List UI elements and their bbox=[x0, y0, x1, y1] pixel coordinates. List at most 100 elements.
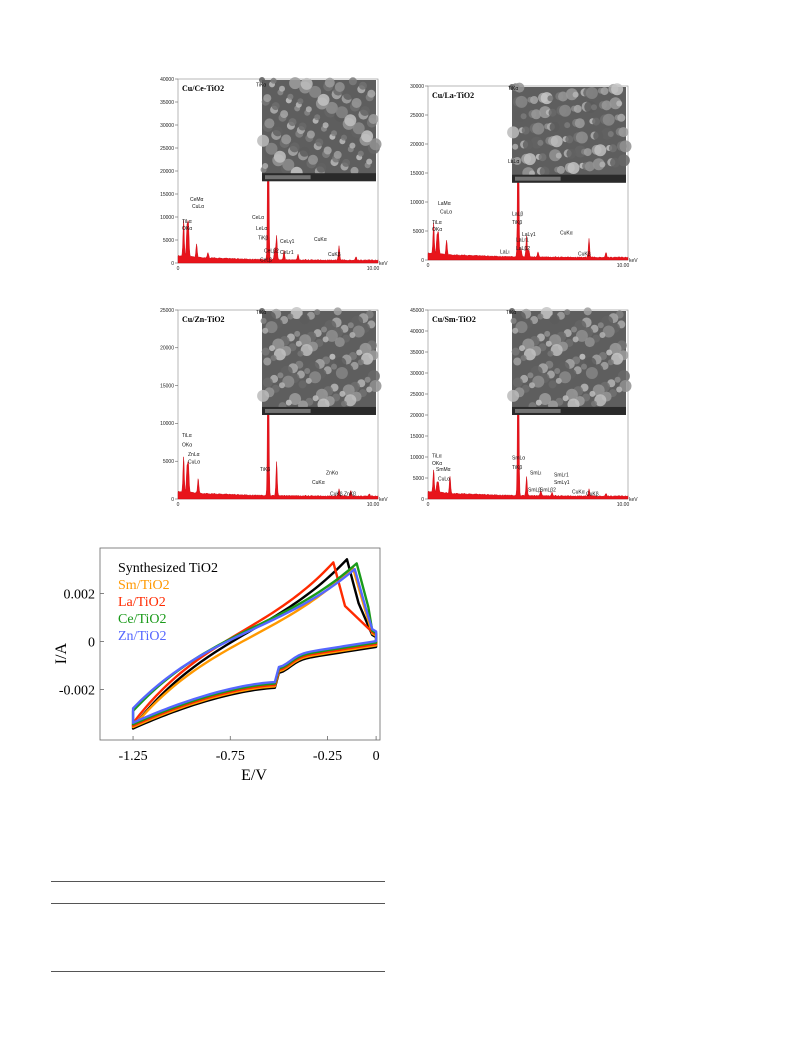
eds-y-tick-label: 20000 bbox=[410, 413, 424, 419]
eds-peak-label: SmLβ bbox=[528, 488, 541, 494]
cv-legend-entry: Ce/TiO2 bbox=[118, 612, 167, 627]
eds-peak-label: CuKβ bbox=[328, 252, 341, 258]
eds-peak-label: LaLα bbox=[508, 159, 519, 165]
eds-y-tick-label: 15000 bbox=[410, 434, 424, 440]
eds-peak-label: SmMα bbox=[436, 467, 451, 473]
eds-y-tick-label: 0 bbox=[421, 497, 424, 503]
eds-y-tick-label: 10000 bbox=[410, 200, 424, 206]
cv-legend-entry: Zn/TiO2 bbox=[118, 629, 167, 644]
eds-panel-ce: 40000 35000 30000 25000 20000 15000 10000 5000 0… bbox=[148, 75, 388, 275]
eds-peak-label: CuKα bbox=[560, 230, 573, 236]
sem-micrograph bbox=[507, 82, 632, 183]
eds-peak-label: ZnKα bbox=[326, 471, 338, 477]
eds-peak-label: CuLα bbox=[192, 204, 204, 210]
eds-spectrum bbox=[427, 314, 629, 500]
eds-peak-label: CuKβ bbox=[586, 491, 599, 497]
eds-peak-label: TiLα bbox=[432, 454, 442, 460]
eds-y-tick-label: 10000 bbox=[160, 421, 174, 427]
cv-chart: -1.25 -0.75 -0.25 0 0.002 0 -0.002 E/V I/A Synthe… bbox=[53, 547, 381, 784]
eds-peak-label: SmLγ1 bbox=[554, 480, 570, 486]
eds-peak-label: CuKα bbox=[572, 490, 585, 496]
eds-panel-title: Cu/La-TiO2 bbox=[432, 91, 474, 100]
eds-peak-label: LaLr1 bbox=[516, 237, 529, 243]
eds-peak-label: CuLα bbox=[438, 476, 450, 482]
eds-panel-title: Cu/Sm-TiO2 bbox=[432, 315, 476, 324]
eds-peak-label: TiLα bbox=[432, 220, 442, 226]
sem-micrograph bbox=[257, 306, 382, 415]
eds-y-tick-label: 25000 bbox=[410, 392, 424, 398]
eds-y-tick-label: 5000 bbox=[163, 238, 174, 244]
table-bottom-rule bbox=[51, 971, 385, 972]
eds-y-tick-label: 25000 bbox=[410, 113, 424, 119]
eds-y-tick-label: 30000 bbox=[410, 371, 424, 377]
eds-y-tick-label: 10000 bbox=[160, 215, 174, 221]
eds-peak-label: LaLβ bbox=[512, 211, 523, 217]
sem-micrograph bbox=[507, 306, 632, 415]
eds-peak-label: LeLα bbox=[256, 226, 267, 232]
eds-panel-zn: 25000 20000 15000 10000 5000 0 0 10.00 keV Cu/Zn-… bbox=[148, 306, 388, 511]
eds-peak-label: LaLι bbox=[500, 250, 509, 256]
eds-x-end-label: 10.00 bbox=[617, 502, 630, 508]
eds-y-tick-label: 40000 bbox=[410, 329, 424, 335]
eds-y-tick-label: 0 bbox=[421, 258, 424, 264]
eds-peak-label: CuKβ bbox=[578, 251, 591, 257]
eds-peak-label: TiKα bbox=[506, 310, 516, 316]
sem-micrograph bbox=[257, 77, 382, 182]
eds-y-tick-label: 10000 bbox=[410, 455, 424, 461]
eds-x-start-label: 0 bbox=[427, 263, 430, 269]
eds-peak-label: TiKα bbox=[256, 83, 266, 89]
eds-panel-title: Cu/Ce-TiO2 bbox=[182, 84, 224, 93]
eds-y-tick-label: 15000 bbox=[160, 383, 174, 389]
cv-legend-entry: Sm/TiO2 bbox=[118, 578, 170, 593]
eds-y-tick-label: 30000 bbox=[160, 123, 174, 129]
eds-peak-label: SmLα bbox=[512, 456, 525, 462]
eds-x-unit: keV bbox=[629, 497, 638, 503]
eds-x-start-label: 0 bbox=[177, 266, 180, 272]
cv-y-tick-label: 0 bbox=[88, 636, 95, 651]
eds-peak-label: CeLβ2 bbox=[264, 248, 279, 254]
cv-y-tick-label: 0.002 bbox=[64, 588, 96, 603]
eds-peak-label: CeLr1 bbox=[280, 250, 294, 256]
eds-chart: 40000 35000 30000 25000 20000 15000 10000 5000 0… bbox=[160, 77, 388, 272]
eds-peak-label: CuKα bbox=[314, 237, 327, 243]
cv-x-tick-label: -0.75 bbox=[216, 749, 245, 764]
eds-peak-label: CuKα bbox=[312, 480, 325, 486]
eds-peak-label: TiKα bbox=[508, 86, 518, 92]
eds-spectrum bbox=[427, 90, 629, 261]
cv-chart-panel: -1.25 -0.75 -0.25 0 0.002 0 -0.002 E/V I/A Synthe… bbox=[50, 540, 390, 790]
eds-peak-label: SmLr1 bbox=[554, 473, 569, 479]
eds-peak-label: OKα bbox=[432, 461, 442, 467]
eds-y-tick-label: 5000 bbox=[413, 229, 424, 235]
eds-peak-label: TiLα bbox=[182, 219, 192, 225]
eds-panel-title: Cu/Zn-TiO2 bbox=[182, 315, 225, 324]
eds-y-tick-label: 30000 bbox=[410, 84, 424, 90]
eds-x-unit: keV bbox=[379, 497, 388, 503]
eds-y-tick-label: 15000 bbox=[160, 192, 174, 198]
eds-peak-label: ZnKβ bbox=[344, 491, 356, 497]
cv-x-tick-label: -0.25 bbox=[313, 749, 342, 764]
cv-frame bbox=[99, 547, 381, 741]
eds-peak-label: CeMα bbox=[190, 197, 204, 203]
eds-peak-label: TiKβ bbox=[512, 465, 522, 471]
eds-peak-label: CeLα bbox=[252, 215, 264, 221]
eds-spectrum bbox=[177, 83, 379, 264]
eds-spectrum bbox=[177, 314, 379, 500]
eds-panel-sm: 45000 40000 35000 30000 25000 20000 15000 10000… bbox=[398, 306, 638, 511]
eds-y-tick-label: 5000 bbox=[163, 459, 174, 465]
eds-y-tick-label: 35000 bbox=[410, 350, 424, 356]
table-header-rule bbox=[51, 903, 385, 904]
eds-y-tick-label: 25000 bbox=[160, 308, 174, 314]
eds-peak-label: CeLγ1 bbox=[280, 239, 295, 245]
eds-peak-label: SmLβ2 bbox=[540, 488, 556, 494]
eds-x-unit: keV bbox=[629, 258, 638, 264]
eds-peak-label: OKα bbox=[182, 442, 192, 448]
eds-y-tick-label: 15000 bbox=[410, 171, 424, 177]
eds-peak-label: LaLγ1 bbox=[522, 232, 536, 238]
eds-peak-label: LaLβ2 bbox=[516, 246, 530, 252]
cv-x-tick-label: -1.25 bbox=[118, 749, 147, 764]
eds-peak-label: TiKβ bbox=[258, 235, 268, 241]
cv-x-axis-label: E/V bbox=[241, 767, 267, 784]
eds-y-tick-label: 20000 bbox=[410, 142, 424, 148]
